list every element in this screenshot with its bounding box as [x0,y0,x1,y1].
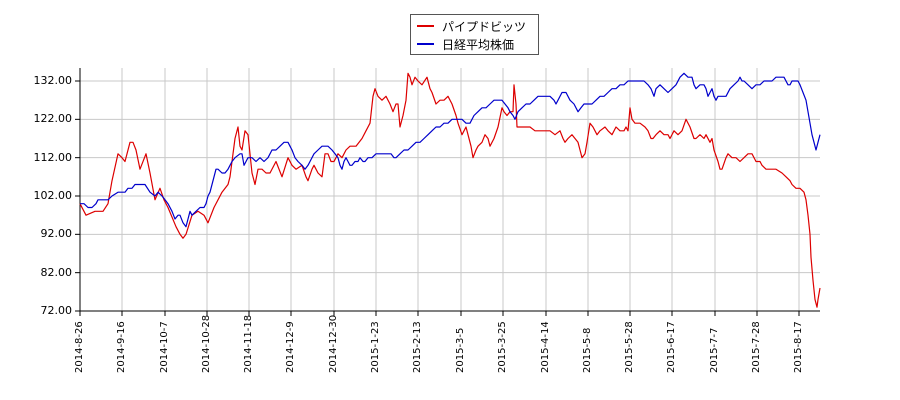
x-tick-label: 2014-12-30 [328,314,339,373]
x-tick-label: 2015-6-17 [666,321,677,373]
x-tick-label: 2014-9-16 [116,321,127,373]
y-tick-label: 112.00 [33,150,73,164]
x-tick-label: 2015-8-17 [793,321,804,373]
legend-item-pipedbits: パイプドビッツ [417,17,526,35]
x-tick-label: 2015-3-25 [497,321,508,373]
legend: パイプドビッツ 日経平均株価 [410,14,539,55]
x-tick-label: 2015-7-7 [709,327,720,373]
x-tick-label: 2015-7-28 [751,321,762,373]
x-tick-label: 2015-5-8 [582,327,593,373]
blue-line-swatch-icon [417,43,434,45]
x-tick-label: 2015-3-5 [455,327,466,373]
legend-label: パイプドビッツ [442,19,527,34]
x-tick-label: 2014-11-18 [243,314,254,373]
x-tick-label: 2014-10-7 [159,321,170,373]
x-tick-label: 2014-8-26 [74,321,85,373]
y-tick-label: 92.00 [40,227,73,241]
y-tick-label: 132.00 [33,74,73,87]
series-lines [79,72,821,308]
y-tick-label: 122.00 [33,112,73,126]
x-tick-label: 2015-2-13 [412,321,423,373]
y-tick-label: 72.00 [40,304,73,317]
grid-lines [80,68,820,311]
axes [75,68,820,316]
x-tick-label: 2015-5-28 [624,321,635,373]
x-tick-label: 2014-12-9 [285,321,296,373]
x-tick-label: 2014-10-28 [201,314,212,373]
legend-label: 日経平均株価 [442,37,515,52]
red-line-swatch-icon [417,25,434,27]
y-tick-label: 82.00 [40,265,73,279]
legend-item-nikkei: 日経平均株価 [417,35,514,53]
x-tick-label: 2015-4-14 [540,321,551,373]
y-tick-label: 102.00 [33,189,73,202]
x-tick-label: 2015-1-23 [370,321,381,373]
